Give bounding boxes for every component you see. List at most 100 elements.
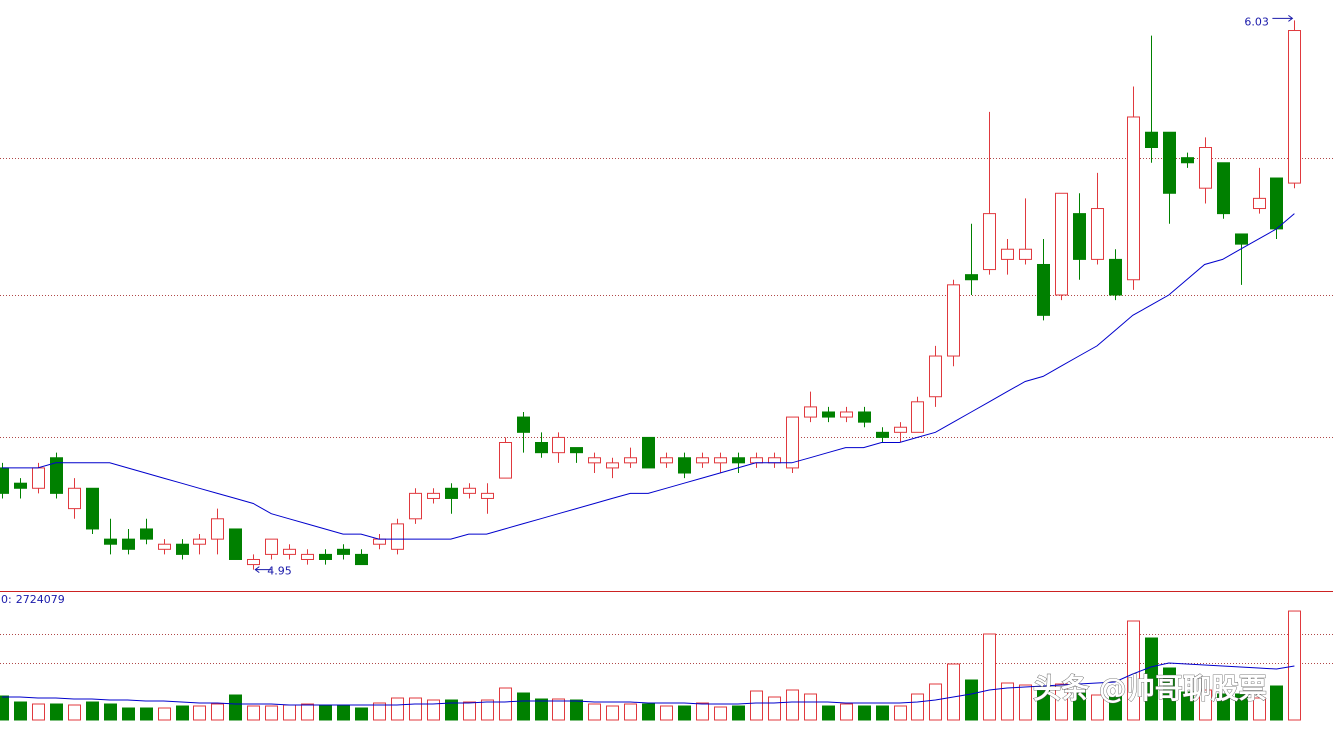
volume-bar	[50, 703, 63, 721]
candle-body	[265, 538, 278, 555]
volume-bar	[588, 703, 601, 721]
candle-body	[804, 406, 817, 418]
candle-body	[624, 457, 637, 464]
candle-body	[750, 457, 763, 464]
candle-body	[427, 492, 440, 499]
candle-body	[570, 447, 583, 454]
candle-body	[965, 274, 978, 281]
watermark: 头条 @帅哥聊股票	[1033, 672, 1267, 705]
volume-bar	[1037, 689, 1050, 721]
volume-bar	[1127, 620, 1140, 721]
candle-body	[1037, 263, 1050, 316]
volume-bar	[822, 705, 835, 721]
candle-body	[660, 457, 673, 464]
volume-bar	[714, 706, 727, 721]
volume-bar	[1001, 682, 1014, 721]
moving-average-line	[2, 213, 1295, 540]
volume-bar	[176, 705, 189, 721]
volume-bar	[732, 705, 745, 721]
volume-bar	[158, 707, 171, 721]
candle-body	[768, 457, 781, 464]
volume-bar	[768, 696, 781, 721]
volume-bar	[858, 705, 871, 721]
candle-body	[732, 457, 745, 464]
volume-bar	[570, 699, 583, 721]
volume-bar	[1055, 683, 1068, 721]
volume-bar	[301, 703, 314, 721]
high-label: 6.03	[1244, 15, 1269, 28]
candle-body	[1109, 258, 1122, 296]
candle-body	[1235, 233, 1248, 245]
low-label: 4.95	[267, 565, 292, 578]
volume-bar	[265, 705, 278, 721]
candle-body	[445, 487, 458, 499]
candle-body	[1163, 131, 1176, 194]
volume-bar	[140, 707, 153, 721]
candle-body	[876, 431, 889, 438]
high-arrowhead	[1288, 14, 1294, 22]
low-arrowhead	[254, 566, 260, 574]
volume-bar	[786, 689, 799, 721]
candle-body	[229, 528, 242, 560]
volume-bar	[1217, 693, 1230, 721]
volume-bar	[1145, 637, 1158, 721]
volume-bar	[247, 705, 260, 721]
volume-bar	[499, 687, 512, 721]
volume-bar	[983, 633, 996, 721]
candle-body	[14, 482, 27, 489]
volume-bar	[696, 702, 709, 721]
volume-bar	[606, 705, 619, 721]
volume-bar	[14, 701, 27, 721]
candle-body	[983, 213, 996, 271]
candle-body	[50, 457, 63, 494]
candle-body	[606, 462, 619, 469]
volume-bar	[1253, 697, 1266, 721]
candle-body	[409, 492, 422, 520]
candle-body	[32, 467, 45, 489]
volume-bar	[947, 663, 960, 721]
candle-body	[283, 548, 296, 555]
volume-bar	[642, 703, 655, 721]
volume-bar	[911, 693, 924, 721]
candle-body	[86, 487, 99, 530]
candle-body	[1001, 248, 1014, 260]
volume-bar	[965, 679, 978, 721]
candle-body	[158, 543, 171, 550]
volume-bar	[840, 703, 853, 721]
candle-body	[588, 457, 601, 464]
volume-bar	[481, 699, 494, 721]
candle-body	[696, 457, 709, 464]
candle-body	[714, 457, 727, 464]
volume-bar	[391, 697, 404, 721]
volume-moving-average-line	[2, 662, 1295, 706]
volume-caption-name: 0:	[1, 593, 12, 606]
volume-bar	[678, 705, 691, 721]
candle-body	[1073, 213, 1086, 260]
candle-body	[1270, 177, 1283, 230]
candle-body	[499, 442, 512, 479]
candle-body	[193, 538, 206, 545]
candle-body	[642, 436, 655, 469]
candle-body	[678, 457, 691, 474]
volume-bar	[193, 705, 206, 721]
candle-body	[840, 411, 853, 418]
volume-bar	[445, 699, 458, 721]
volume-bar	[1091, 694, 1104, 721]
volume-bar	[1235, 693, 1248, 721]
volume-bar	[894, 705, 907, 721]
candle-body	[355, 553, 368, 566]
candle-body	[1199, 147, 1212, 189]
candle-body	[894, 426, 907, 433]
volume-bar	[1163, 667, 1176, 721]
candle-body	[1127, 116, 1140, 281]
volume-caption-value: 2724079	[16, 593, 65, 606]
volume-bar	[876, 705, 889, 721]
candle-body	[373, 538, 386, 545]
candle-body	[140, 528, 153, 540]
candle-body	[68, 487, 81, 510]
candle-body	[176, 543, 189, 555]
volume-bar	[427, 699, 440, 721]
volume-bar	[229, 694, 242, 721]
volume-bar	[1109, 694, 1122, 721]
